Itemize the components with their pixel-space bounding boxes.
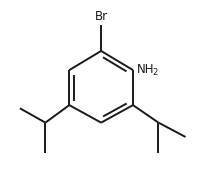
Text: Br: Br bbox=[95, 10, 108, 23]
Text: NH: NH bbox=[137, 63, 154, 76]
Text: 2: 2 bbox=[152, 68, 158, 77]
